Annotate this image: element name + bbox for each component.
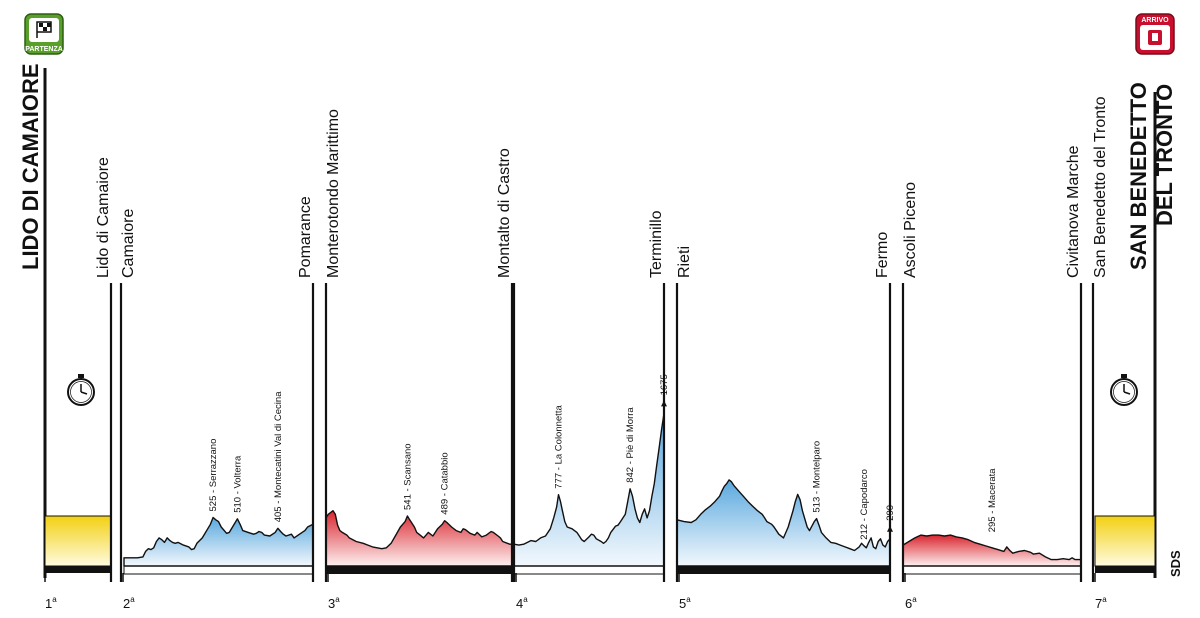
stage-number-6: 6a (905, 595, 917, 611)
stage-1-end-town: Lido di Camaiore (95, 157, 112, 278)
climb-label: 489 - Catabbio (440, 452, 451, 514)
start-town-name: LIDO DI CAMAIORE (18, 63, 43, 270)
stage-labels: 1a 525 - Serrazzano 510 - Volterra 405 - Mo… (45, 96, 1109, 611)
stage-3-start-town: Monterotondo Marittimo (325, 109, 342, 278)
stage-number-7: 7a (1095, 595, 1107, 611)
climb-label: 525 - Serrazzano (208, 439, 219, 512)
stage-number-1: 1a (45, 595, 57, 611)
partenza-badge-label: PARTENZA (25, 46, 63, 53)
stage-number-5: 5a (679, 595, 691, 611)
stage-dividers (44, 283, 1096, 582)
finish-town-name-line1: SAN BENEDETTO (1126, 82, 1151, 270)
stage-3-profile (325, 510, 513, 574)
stage-6-base-stripe (902, 565, 1082, 575)
summit-label: 290 (885, 505, 896, 521)
start-black-strip (45, 566, 111, 573)
finish-yellow-band (1094, 515, 1156, 567)
start-stopwatch-icon (67, 374, 95, 406)
partenza-badge: PARTENZA (24, 13, 64, 55)
stage-4-end-town: Terminillo (648, 210, 665, 278)
arrivo-badge-label: ARRIVO (1141, 17, 1169, 24)
stage-5-end-town: Fermo (874, 232, 891, 278)
climb-label: 295 - Macerata (987, 468, 998, 533)
finish-town-name-line2: DEL TRONTO (1152, 84, 1177, 226)
stage-4-profile (513, 400, 667, 575)
stage-number-3: 3a (328, 595, 340, 611)
stage-profiles (123, 400, 1082, 575)
stage-6-start-town: Ascoli Piceno (902, 182, 919, 278)
stage-4-elevation-area (513, 412, 665, 567)
stage-5-base-stripe (677, 566, 890, 574)
stage-5-start-town: Rieti (676, 246, 693, 278)
stage-2-start-town: Camaiore (120, 209, 137, 278)
stage-6-elevation-area (902, 534, 1082, 567)
stage-number-4: 4a (516, 595, 528, 611)
stage-6-profile (902, 534, 1082, 575)
finish-black-strip (1095, 566, 1155, 573)
climb-label: 541 - Scansano (402, 443, 413, 510)
climb-label: 513 - Montelparo (812, 441, 823, 513)
climb-label: 777 - La Colonnetta (554, 405, 565, 489)
stage-4-base-stripe (513, 565, 665, 575)
stage-2-profile (123, 516, 314, 575)
stage-3-elevation-area (325, 510, 513, 567)
stage-2-elevation-area (123, 516, 314, 567)
stage-6-end-town: Civitanova Marche (1065, 145, 1082, 278)
climb-label: 212 - Capodarco (859, 469, 870, 540)
stage-3-base-stripe (326, 566, 512, 574)
climb-label: 510 - Volterra (232, 455, 243, 513)
stage-2-base-stripe (123, 565, 314, 575)
sds-logo: SDS (1168, 550, 1183, 577)
stage-7-start-town: San Benedetto del Tronto (1092, 96, 1109, 278)
climb-label: 842 - Piè di Morra (625, 407, 636, 483)
climb-label: 405 - Montecatini Val di Cecina (273, 391, 284, 522)
stage-5-elevation-area (676, 479, 891, 567)
start-yellow-band (44, 515, 112, 567)
arrivo-badge: ARRIVO (1135, 13, 1175, 55)
finish-stopwatch-icon (1110, 374, 1138, 406)
stage-number-2: 2a (123, 595, 135, 611)
stage-2-end-town: Pomarance (297, 196, 314, 278)
summit-label: 1675 (659, 374, 670, 395)
stage-3-end-town: Montalto di Castro (496, 148, 513, 278)
